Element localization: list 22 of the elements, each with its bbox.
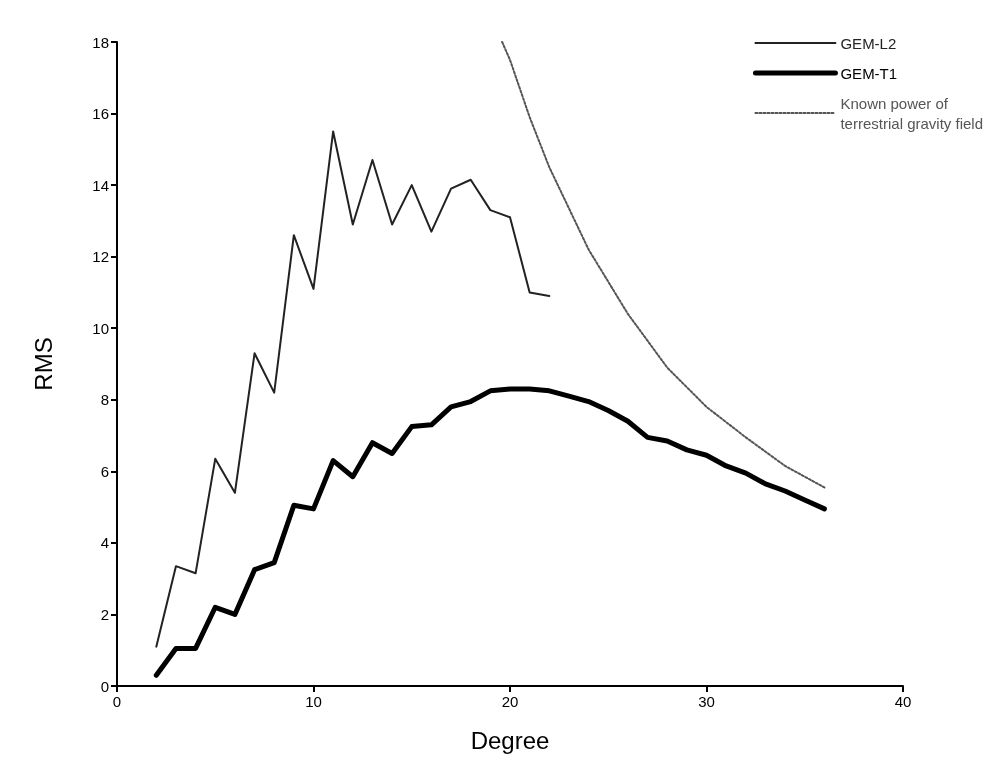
x-tick-label: 0 bbox=[112, 693, 122, 710]
line-series bbox=[501, 41, 826, 489]
text: Known power of terrestrial gravity field bbox=[840, 94, 983, 132]
x-axis-title: Degree bbox=[470, 726, 550, 754]
y-tick-label: 0 bbox=[100, 677, 109, 695]
y-tick-label: 6 bbox=[100, 462, 109, 480]
x-tick-label: 30 bbox=[698, 693, 715, 710]
x-tick-label: 10 bbox=[305, 693, 322, 710]
y-tick-label: 14 bbox=[92, 176, 109, 194]
text: GEM-T1 bbox=[840, 64, 898, 82]
line-series bbox=[155, 130, 551, 648]
x-tick-label: 20 bbox=[501, 693, 519, 710]
y-tick-label: 12 bbox=[92, 248, 109, 266]
y-tick-label: 2 bbox=[100, 605, 109, 623]
y-axis-title: RMS bbox=[29, 337, 57, 391]
y-tick-label: 18 bbox=[92, 33, 109, 51]
x-tick-label: 40 bbox=[894, 693, 912, 710]
y-tick-label: 4 bbox=[100, 534, 109, 552]
text: GEM-L2 bbox=[840, 34, 897, 52]
y-tick-label: 10 bbox=[92, 319, 109, 337]
y-tick-label: 16 bbox=[92, 105, 109, 123]
y-tick-label: 8 bbox=[100, 391, 109, 409]
